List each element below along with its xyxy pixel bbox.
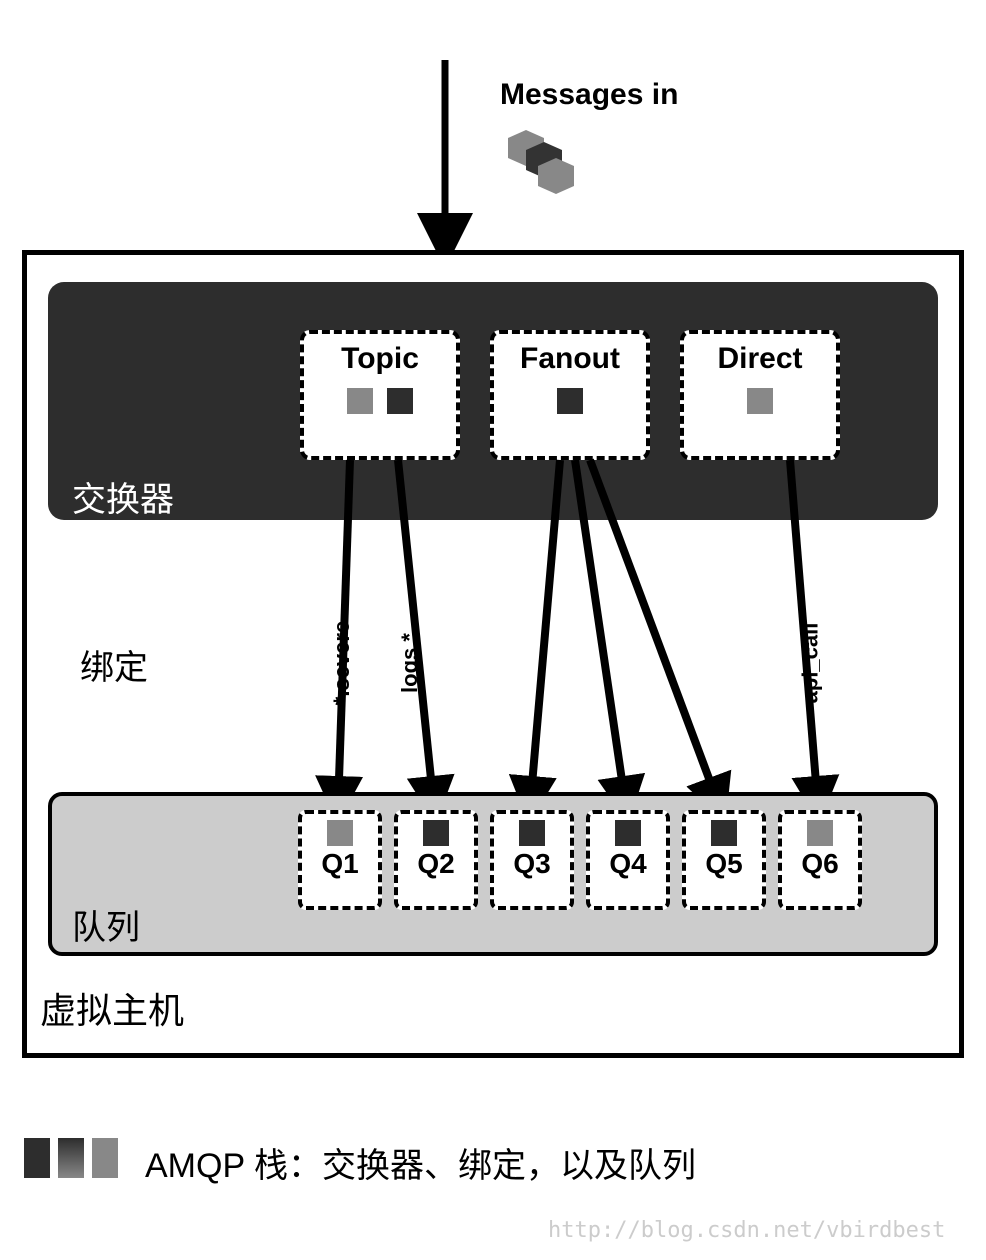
caption: AMQP 栈：交换器、绑定，以及队列 [145, 1138, 696, 1187]
figure-number [24, 1138, 118, 1178]
marker-icon [615, 820, 641, 846]
edge-fanout-q3 [530, 460, 560, 808]
diagram-canvas: Messages in 虚拟主机 交换器 TopicFanoutDirect 绑… [0, 0, 986, 1260]
queue-q1: Q1 [298, 810, 382, 910]
edge-fanout-q5 [590, 460, 720, 808]
queue-panel-label: 队列 [72, 900, 140, 949]
queue-title: Q6 [782, 848, 858, 880]
queue-q3: Q3 [490, 810, 574, 910]
marker-icon [327, 820, 353, 846]
queue-q4: Q4 [586, 810, 670, 910]
watermark: http://blog.csdn.net/vbirdbest [548, 1218, 945, 1243]
edge-label-logs--: logs.* [397, 633, 423, 693]
marker-icon [519, 820, 545, 846]
queue-title: Q5 [686, 848, 762, 880]
edge-fanout-q4 [575, 460, 626, 808]
queue-q6: Q6 [778, 810, 862, 910]
queue-q5: Q5 [682, 810, 766, 910]
edge-label-api-call: api_call [797, 623, 823, 704]
marker-icon [807, 820, 833, 846]
marker-icon [423, 820, 449, 846]
queue-title: Q1 [302, 848, 378, 880]
queue-title: Q3 [494, 848, 570, 880]
queue-title: Q2 [398, 848, 474, 880]
queue-q2: Q2 [394, 810, 478, 910]
marker-icon [711, 820, 737, 846]
edge-label---severe: *.severe [329, 621, 355, 705]
queue-title: Q4 [590, 848, 666, 880]
